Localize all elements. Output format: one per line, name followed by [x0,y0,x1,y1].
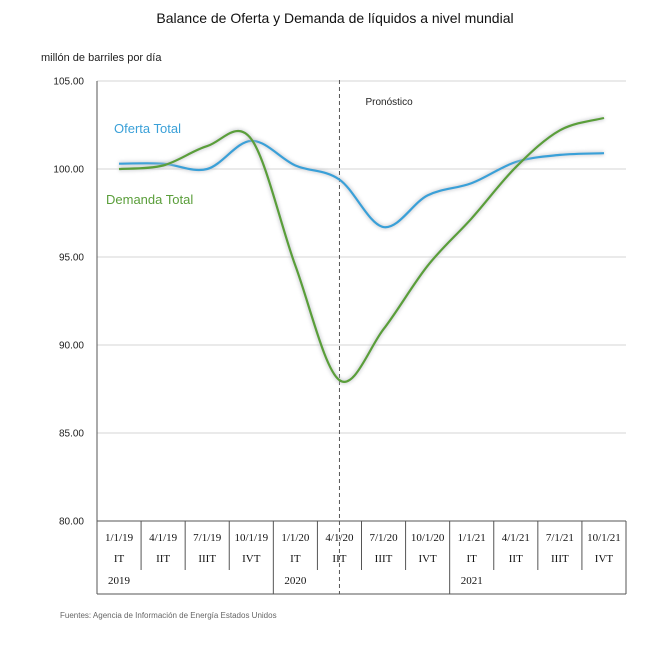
quarter-label: IIT [509,553,523,565]
x-tick-label: 10/1/21 [587,532,621,544]
quarter-label: IVT [418,553,437,565]
x-tick-label: 7/1/19 [193,532,222,544]
x-tick-label: 10/1/20 [411,532,445,544]
y-tick-label: 100.00 [53,165,84,176]
forecast-label: Pronóstico [365,97,413,108]
x-tick-label: 1/1/20 [281,532,310,544]
quarter-label: IIT [156,553,170,565]
series-lines [118,115,605,385]
x-tick-label: 7/1/21 [546,532,574,544]
x-tick-label: 1/1/19 [105,532,134,544]
y-axis-unit-label: millón de barriles por día [41,52,162,64]
y-tick-label: 90.00 [59,341,84,352]
quarter-label: IIIT [375,553,393,565]
quarter-label: IIT [332,553,346,565]
source-note: Fuentes: Agencia de Información de Energ… [60,611,277,620]
x-tick-label: 1/1/21 [458,532,486,544]
series-label-demanda: Demanda Total [106,192,193,207]
series-label-oferta: Oferta Total [114,121,181,136]
quarter-label: IVT [595,553,614,565]
series-labels: Oferta Total Demanda Total [106,121,193,207]
y-tick-label: 80.00 [59,517,84,528]
quarter-label: IT [114,553,125,565]
year-label: 2019 [108,575,131,587]
y-tick-label: 85.00 [59,429,84,440]
quarter-label: IT [290,553,301,565]
x-tick-label: 4/1/20 [325,532,354,544]
year-label: 2020 [284,575,307,587]
quarter-label: IVT [242,553,261,565]
y-tick-label: 105.00 [53,77,84,88]
forecast-marker: Pronóstico [338,80,413,594]
quarter-label: IIIT [551,553,569,565]
y-axis-ticks: 105.00 100.00 95.00 90.00 85.00 80.00 [53,77,84,528]
line-chart: 105.00 100.00 95.00 90.00 85.00 80.00 Pronóst… [53,77,627,595]
year-label: 2021 [461,575,483,587]
series-demanda-total-line [118,116,605,383]
quarter-label: IT [467,553,478,565]
x-tick-label: 10/1/19 [234,532,268,544]
quarter-label: IIIT [198,553,216,565]
x-tick-label: 7/1/20 [369,532,398,544]
x-tick-label: 4/1/21 [502,532,530,544]
x-tick-label: 4/1/19 [149,532,178,544]
category-axis-table: 1/1/19 IT 4/1/19 IIT 7/1/19 IIIT 10/1/19 IVT 1/1… [96,81,627,595]
chart-title: Balance de Oferta y Demanda de líquidos … [156,10,514,26]
y-tick-label: 95.00 [59,253,84,264]
